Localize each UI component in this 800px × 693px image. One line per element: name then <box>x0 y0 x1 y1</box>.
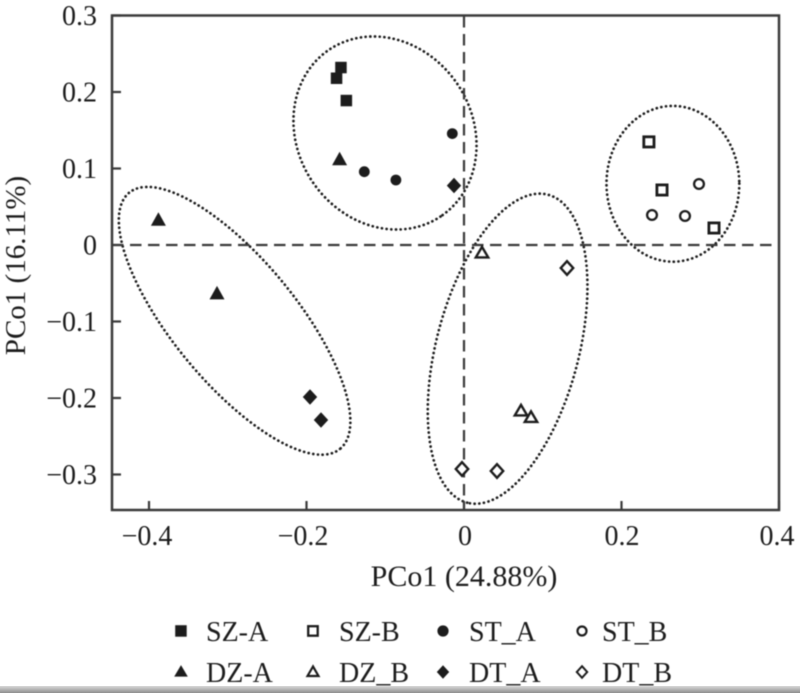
svg-text:DZ_B: DZ_B <box>339 658 409 689</box>
svg-text:SZ-A: SZ-A <box>206 617 269 648</box>
svg-text:0.1: 0.1 <box>62 154 97 185</box>
svg-text:−0.2: −0.2 <box>278 521 329 552</box>
svg-text:−0.2: −0.2 <box>46 384 97 415</box>
svg-text:SZ-B: SZ-B <box>339 617 400 648</box>
svg-text:0.2: 0.2 <box>62 78 97 109</box>
svg-text:DZ-A: DZ-A <box>206 658 274 689</box>
svg-text:ST_A: ST_A <box>469 617 537 648</box>
svg-text:ST_B: ST_B <box>602 617 667 648</box>
svg-text:0.2: 0.2 <box>605 521 640 552</box>
svg-text:−0.3: −0.3 <box>46 460 97 491</box>
svg-text:−0.4: −0.4 <box>122 521 173 552</box>
svg-text:0.3: 0.3 <box>62 1 97 32</box>
svg-text:DT_B: DT_B <box>602 658 672 689</box>
svg-text:PCo1 (24.88%): PCo1 (24.88%) <box>371 560 558 593</box>
svg-text:DT_A: DT_A <box>469 658 541 689</box>
svg-text:0: 0 <box>83 231 97 262</box>
svg-text:PCo1 (16.11%): PCo1 (16.11%) <box>0 176 32 355</box>
svg-text:0: 0 <box>458 521 472 552</box>
svg-text:−0.1: −0.1 <box>46 307 97 338</box>
svg-text:0.4: 0.4 <box>760 521 795 552</box>
